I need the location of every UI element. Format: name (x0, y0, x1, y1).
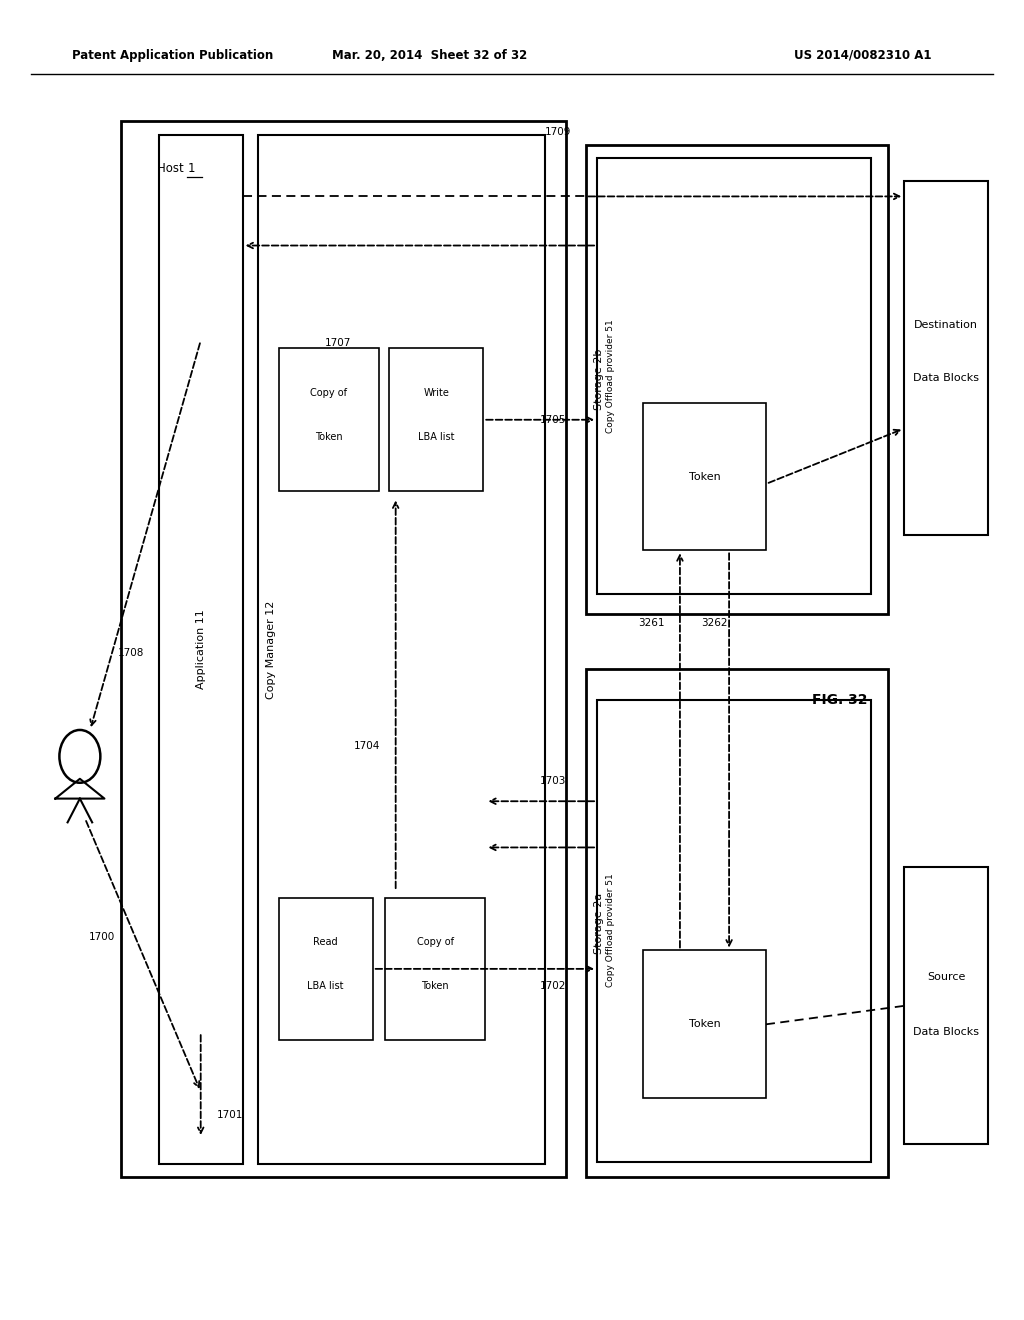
Bar (586, 145, 888, 614)
Text: FIG. 32: FIG. 32 (812, 693, 867, 706)
Bar (389, 348, 483, 491)
Bar (159, 135, 243, 1164)
Text: 1703: 1703 (540, 776, 566, 787)
Text: Patent Application Publication: Patent Application Publication (72, 49, 273, 62)
Text: 1708: 1708 (118, 648, 144, 659)
Bar (258, 135, 545, 1164)
Bar (643, 950, 766, 1098)
Text: Source: Source (927, 972, 966, 982)
Text: LBA list: LBA list (418, 432, 455, 442)
Text: Read: Read (313, 937, 338, 948)
Bar (597, 158, 871, 594)
Text: US 2014/0082310 A1: US 2014/0082310 A1 (794, 49, 931, 62)
Text: Storage 2a: Storage 2a (594, 892, 604, 954)
Text: 1709: 1709 (545, 127, 571, 137)
Text: Mar. 20, 2014  Sheet 32 of 32: Mar. 20, 2014 Sheet 32 of 32 (333, 49, 527, 62)
Text: Destination: Destination (914, 319, 978, 330)
Bar (121, 121, 566, 1177)
Text: Host: Host (157, 162, 187, 176)
Bar (643, 403, 766, 550)
Text: 1707: 1707 (325, 338, 351, 348)
Text: Token: Token (315, 432, 342, 442)
Text: Application 11: Application 11 (196, 610, 206, 689)
Text: Storage 2b: Storage 2b (594, 348, 604, 411)
Bar (904, 867, 988, 1144)
Text: Copy of: Copy of (310, 388, 347, 399)
Text: 1705: 1705 (540, 414, 566, 425)
Text: Copy Offload provider 51: Copy Offload provider 51 (606, 874, 614, 987)
Text: 1702: 1702 (540, 981, 566, 991)
Text: 1701: 1701 (217, 1110, 244, 1121)
Text: 3262: 3262 (701, 618, 728, 628)
Text: Token: Token (688, 471, 721, 482)
Text: Copy of: Copy of (417, 937, 454, 948)
Bar (904, 181, 988, 535)
Text: 1700: 1700 (89, 932, 116, 942)
Text: Token: Token (688, 1019, 721, 1030)
Text: LBA list: LBA list (307, 981, 344, 991)
Text: Token: Token (422, 981, 449, 991)
Bar (597, 700, 871, 1162)
Text: Copy Offload provider 51: Copy Offload provider 51 (606, 319, 614, 433)
Bar (385, 898, 485, 1040)
Text: Copy Manager 12: Copy Manager 12 (266, 601, 276, 698)
Bar (279, 898, 373, 1040)
Text: Data Blocks: Data Blocks (913, 1027, 979, 1038)
Text: 1: 1 (187, 162, 195, 176)
Bar (586, 669, 888, 1177)
Bar (279, 348, 379, 491)
Text: 1704: 1704 (353, 741, 380, 751)
Text: Data Blocks: Data Blocks (913, 372, 979, 383)
Text: Write: Write (423, 388, 450, 399)
Text: 3261: 3261 (638, 618, 665, 628)
